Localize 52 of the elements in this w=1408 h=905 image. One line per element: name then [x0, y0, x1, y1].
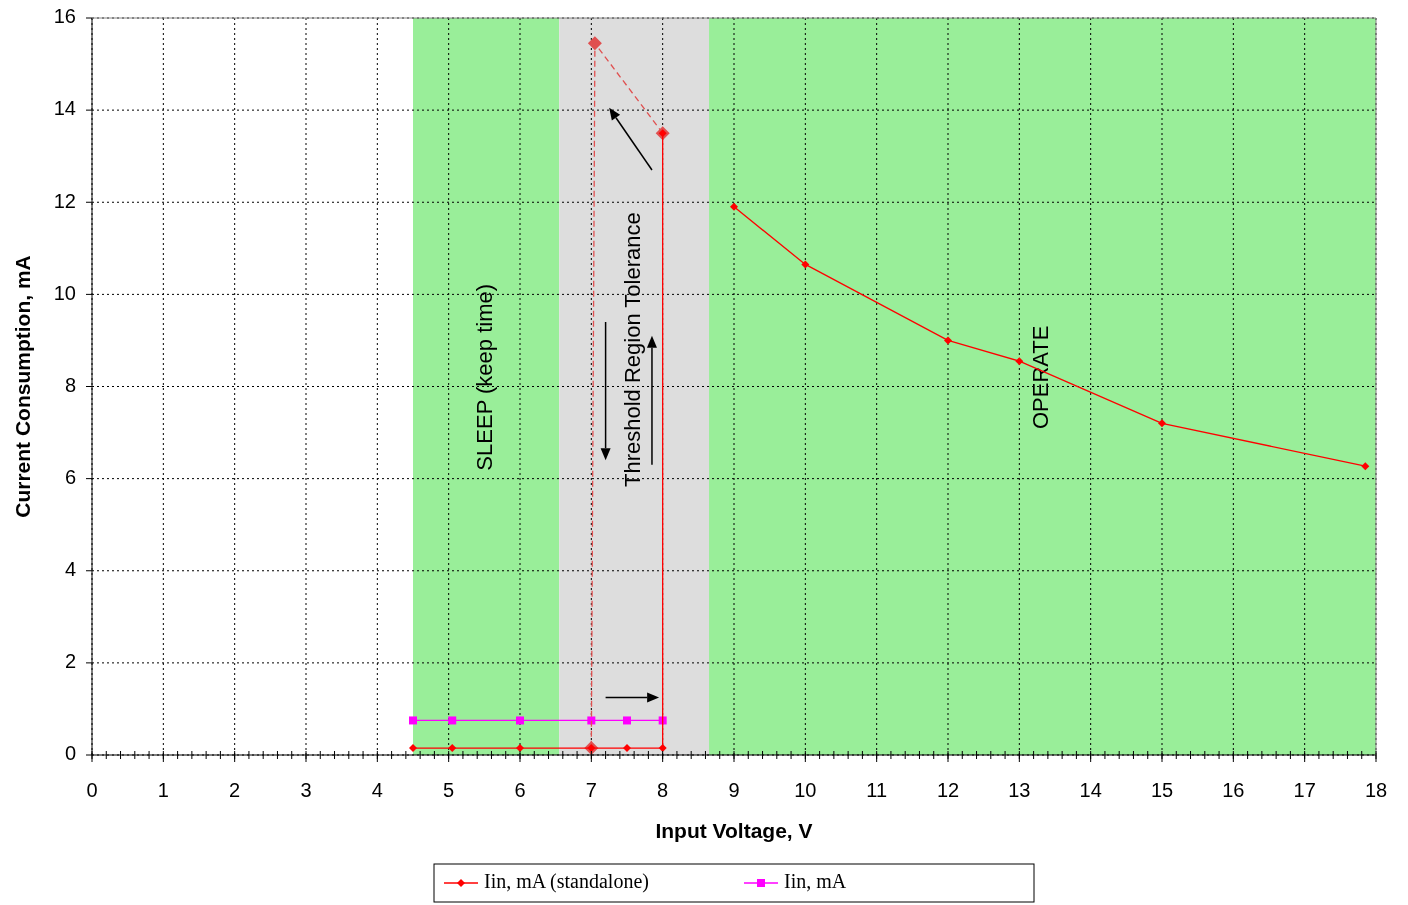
x-tick-label: 2: [229, 779, 241, 801]
legend-label: Iin, mA: [784, 869, 847, 892]
x-tick-label: 9: [728, 779, 740, 801]
x-tick-label: 17: [1293, 779, 1316, 801]
point: [409, 744, 417, 753]
point: [587, 716, 596, 725]
x-tick-label: 7: [585, 779, 597, 801]
point: [623, 716, 631, 725]
band-label: OPERATE: [1028, 325, 1054, 430]
y-tick-label: 4: [64, 558, 76, 581]
point: [448, 716, 457, 725]
point: [623, 744, 631, 753]
x-tick-label: 15: [1150, 779, 1174, 801]
point: [516, 744, 524, 753]
x-tick-label: 6: [514, 779, 526, 801]
x-tick-label: 14: [1079, 779, 1102, 801]
point: [801, 260, 810, 269]
y-tick-label: 14: [53, 97, 76, 120]
x-tick-label: 10: [794, 779, 817, 801]
x-tick-label: 8: [657, 779, 669, 801]
y-tick-label: 2: [64, 650, 76, 673]
point: [448, 744, 457, 753]
x-tick-label: 16: [1222, 779, 1245, 801]
band-label: Threshold Region Tolerance: [619, 212, 645, 488]
point: [516, 716, 524, 725]
point: [944, 336, 952, 345]
x-tick-label: 11: [866, 779, 888, 801]
y-tick-label: 16: [53, 5, 76, 28]
x-tick-label: 12: [936, 779, 960, 801]
point: [409, 716, 417, 725]
y-tick-label: 6: [64, 465, 76, 488]
point: [658, 744, 667, 753]
x-tick-label: 13: [1008, 779, 1031, 801]
y-tick-label: 10: [53, 281, 76, 304]
x-tick-label: 3: [300, 779, 312, 801]
y-tick-label: 0: [64, 742, 76, 765]
x-tick-label: 1: [157, 779, 169, 801]
band-label: SLEEP (keep time): [471, 283, 497, 471]
y-tick-label: 12: [53, 189, 76, 212]
x-tick-label: 18: [1364, 779, 1388, 801]
point: [730, 202, 738, 211]
legend-label: Iin, mA (standalone): [484, 869, 649, 893]
x-tick-label: 4: [371, 779, 383, 801]
point: [1158, 419, 1166, 428]
y-axis-title: Current Consumption, mA: [11, 255, 34, 518]
x-tick-label: 0: [86, 779, 98, 801]
x-axis-title: Input Voltage, V: [655, 819, 813, 842]
point: [587, 36, 602, 51]
point: [1015, 357, 1024, 366]
point: [1361, 462, 1370, 471]
x-tick-label: 5: [443, 779, 455, 801]
y-tick-label: 8: [64, 373, 76, 396]
